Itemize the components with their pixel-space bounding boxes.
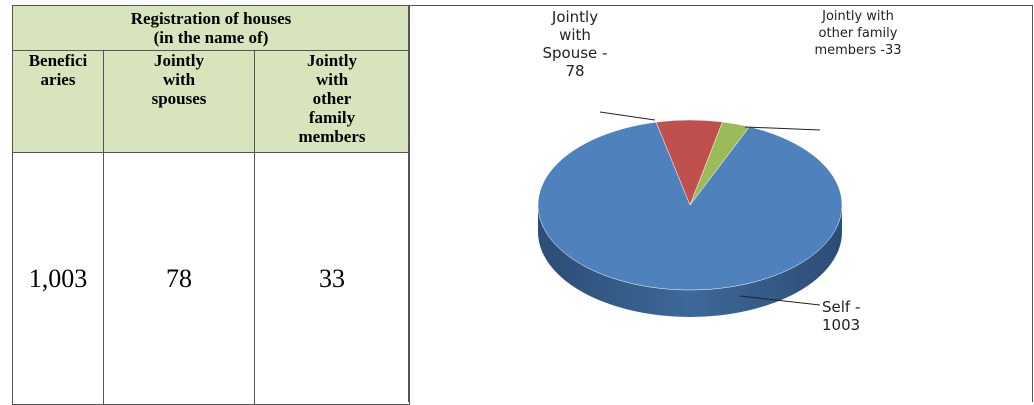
leader-line [599,111,656,121]
data-label: Jointly with other family members -33 [814,9,902,58]
table-cell: 78 [103,152,255,405]
column-header: Benefici aries [28,51,88,89]
data-label: Self - 1003 [822,298,861,334]
leader-line [739,295,821,306]
title-line: (in the name of) [153,28,269,47]
table-cell: 33 [254,152,410,405]
table-cell: 1,003 [12,152,104,405]
pie-slice [537,121,843,291]
column-header: Jointly with other family members [298,51,366,146]
title-line: Registration of houses [130,9,292,28]
table-title: Registration of houses (in the name of) [12,5,410,51]
column-header: Jointly with spouses [151,51,207,108]
chart-frame [408,5,1033,402]
registration-table: Registration of houses (in the name of) B… [12,5,410,405]
data-label: Jointly with Spouse - 78 [542,8,608,80]
leader-line [744,126,821,131]
